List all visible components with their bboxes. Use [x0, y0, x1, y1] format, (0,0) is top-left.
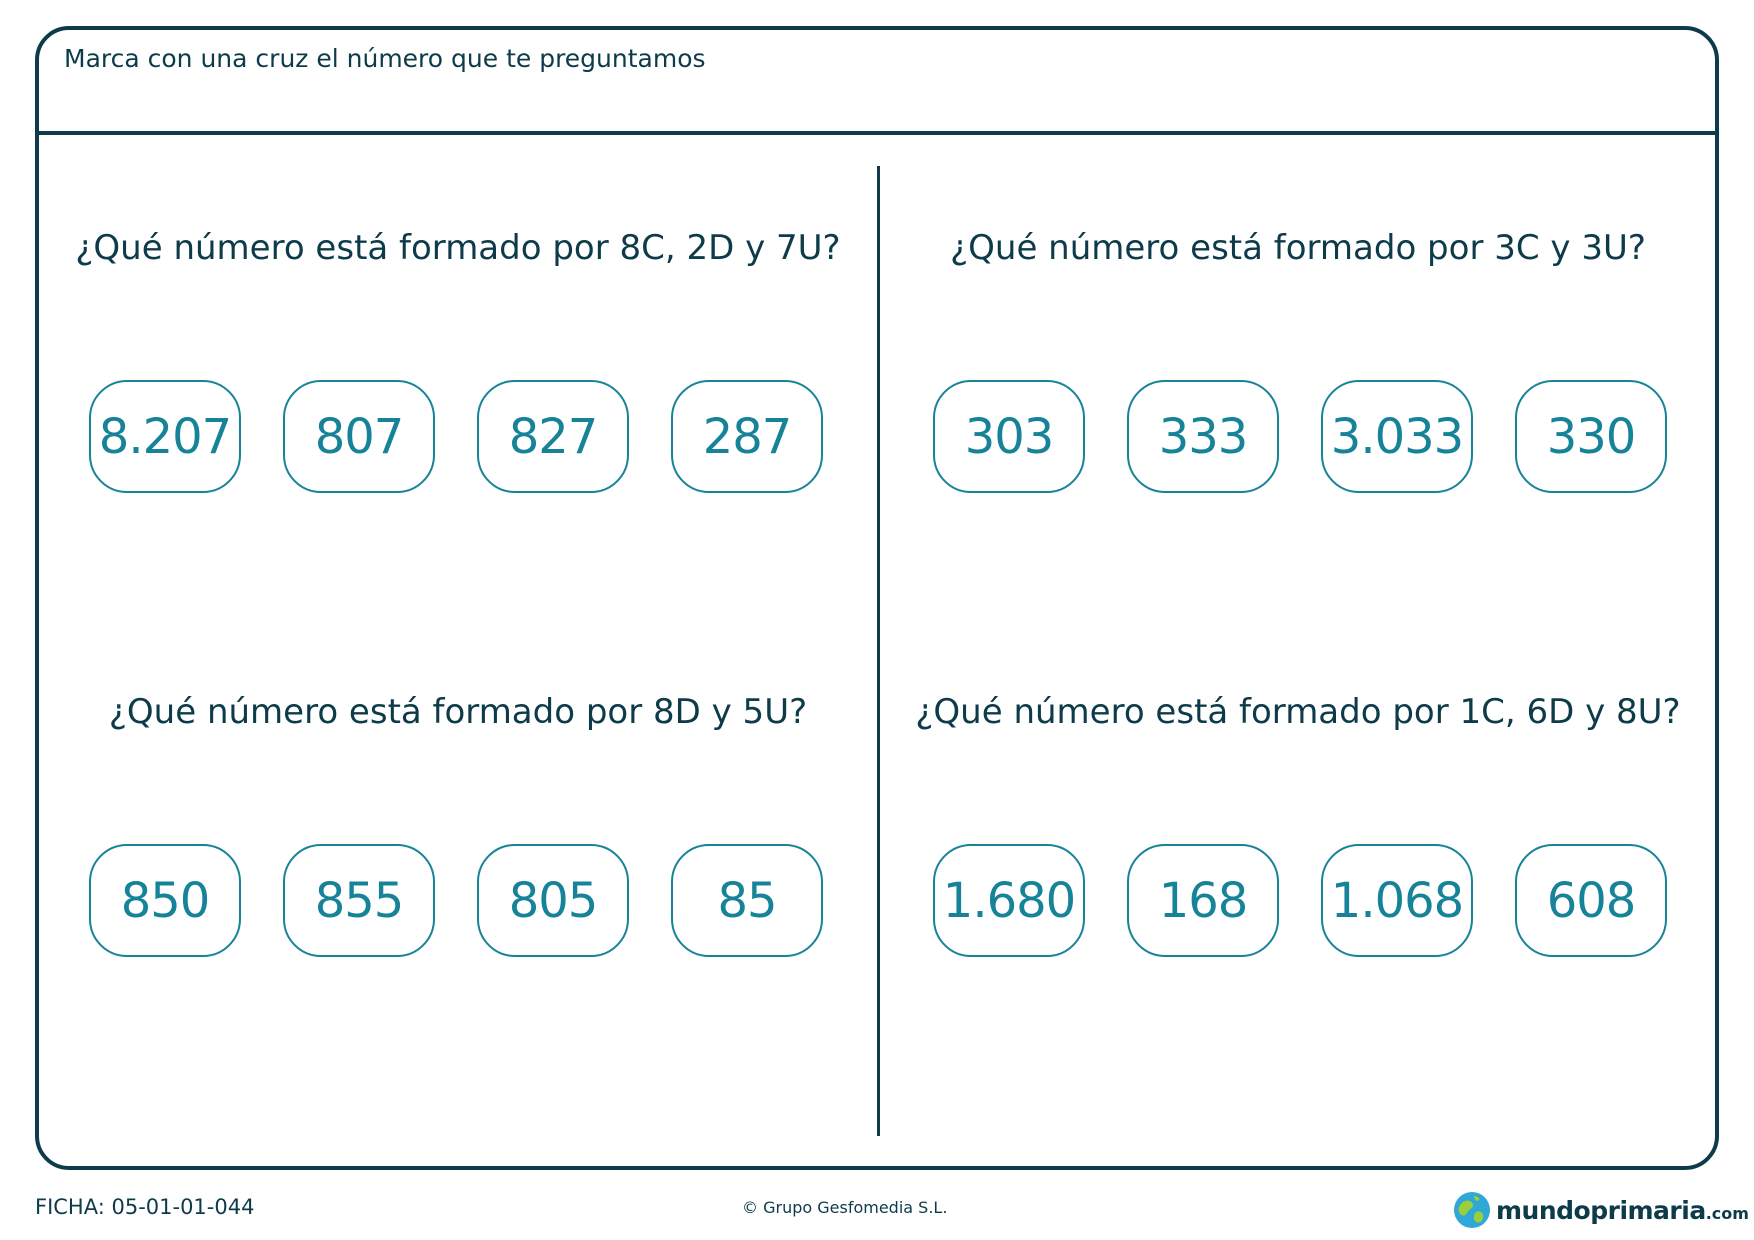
brand-tld: .com	[1705, 1203, 1749, 1223]
worksheet-code: FICHA: 05-01-01-044	[35, 1195, 255, 1219]
question-3-text: ¿Qué número está formado por 8D y 5U?	[108, 692, 808, 732]
question-3-option-1[interactable]: 850	[89, 844, 241, 957]
header-divider	[37, 131, 1717, 135]
question-4-option-2[interactable]: 168	[1127, 844, 1279, 957]
instruction-text: Marca con una cruz el número que te preg…	[64, 44, 706, 73]
question-4-option-1[interactable]: 1.680	[933, 844, 1085, 957]
question-2-text: ¿Qué número está formado por 3C y 3U?	[950, 228, 1646, 268]
question-2-option-4[interactable]: 330	[1515, 380, 1667, 493]
copyright-text: © Grupo Gesfomedia S.L.	[742, 1198, 948, 1217]
question-1-option-1[interactable]: 8.207	[89, 380, 241, 493]
globe-icon	[1454, 1192, 1490, 1228]
question-1-option-4[interactable]: 287	[671, 380, 823, 493]
question-4-option-3[interactable]: 1.068	[1321, 844, 1473, 957]
question-3-option-3[interactable]: 805	[477, 844, 629, 957]
question-2-option-2[interactable]: 333	[1127, 380, 1279, 493]
brand-logo[interactable]: mundoprimaria .com	[1452, 1188, 1749, 1232]
worksheet-frame	[35, 26, 1719, 1170]
question-1-option-2[interactable]: 807	[283, 380, 435, 493]
column-divider	[877, 166, 880, 1136]
question-2-option-3[interactable]: 3.033	[1321, 380, 1473, 493]
question-3-option-2[interactable]: 855	[283, 844, 435, 957]
question-1-text: ¿Qué número está formado por 8C, 2D y 7U…	[75, 228, 841, 268]
brand-name: mundoprimaria	[1496, 1195, 1706, 1225]
question-3-option-4[interactable]: 85	[671, 844, 823, 957]
question-2-option-1[interactable]: 303	[933, 380, 1085, 493]
question-1-option-3[interactable]: 827	[477, 380, 629, 493]
question-4-option-4[interactable]: 608	[1515, 844, 1667, 957]
question-4-text: ¿Qué número está formado por 1C, 6D y 8U…	[915, 692, 1681, 732]
